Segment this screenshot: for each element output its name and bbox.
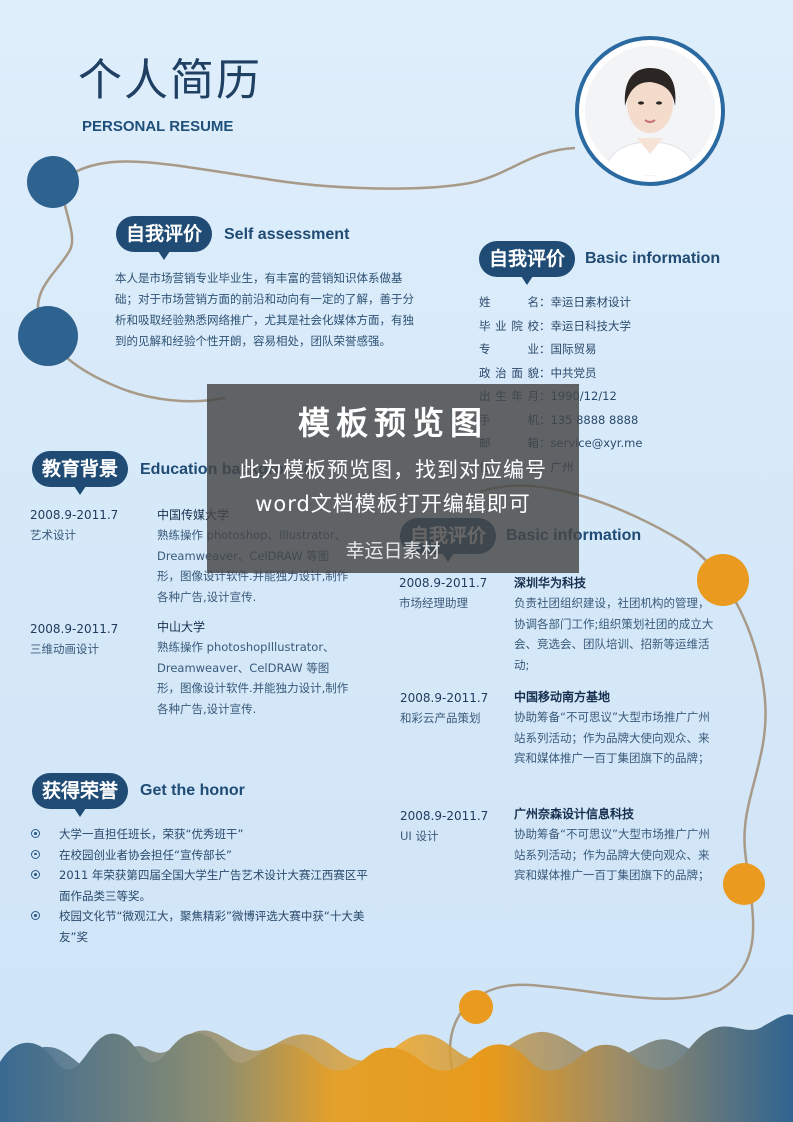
basic-info-row: 政治面貌：中共党员 <box>479 362 719 386</box>
basic-info-row: 毕业院校：幸运日科技大学 <box>479 315 719 339</box>
self-assessment-text: 本人是市场营销专业毕业生，有丰富的营销知识体系做基础；对于市场营销方面的前沿和动… <box>115 271 414 348</box>
honor-item: 大学一直担任班长，荣获“优秀班干” <box>31 824 371 845</box>
resume-title-cn: 个人简历 <box>78 55 262 106</box>
education-desc: 熟练操作 photoshopIllustrator、Dreamweaver、Ce… <box>157 640 349 716</box>
honor-item: 在校园创业者协会担任“宣传部长” <box>31 845 371 866</box>
job-date: 2008.9-2011.7 <box>400 809 489 823</box>
education-school: 中山大学 <box>157 620 206 634</box>
job-detail: 深圳华为科技 负责社团组织建设，社团机构的管理，协调各部门工作;组织策划社团的成… <box>514 573 714 675</box>
job-desc: 负责社团组织建设，社团机构的管理，协调各部门工作;组织策划社团的成立大会、竞选会… <box>514 596 714 672</box>
decorative-dot <box>697 554 749 606</box>
basic-info-label: 专业 <box>479 342 539 356</box>
education-major: 三维动画设计 <box>30 642 99 656</box>
watermark-brand: 幸运日素材 <box>345 540 441 562</box>
decorative-dot <box>459 990 493 1024</box>
job-role: 和彩云产品策划 <box>400 711 481 725</box>
job-date: 2008.9-2011.7 <box>400 691 489 705</box>
basic-info-colon: ： <box>539 365 551 380</box>
basic-info-colon: ： <box>539 342 551 356</box>
basic-info-value: 幸运日科技大学 <box>550 318 632 333</box>
basic-info-value: 幸运日素材设计 <box>550 295 632 309</box>
honor-item: 2011 年荣获第四届全国大学生广告艺术设计大赛江西赛区平面作品类三等奖。 <box>31 865 371 906</box>
self-assessment-badge: 自我评价 <box>116 216 213 260</box>
bullet-icon <box>31 911 40 920</box>
basic-info-badge: 自我评价 <box>479 241 576 285</box>
job-company: 广州奈森设计信息科技 <box>514 807 635 821</box>
job-item: 2008.9-2011.7 市场经理助理 <box>399 573 487 613</box>
job-company: 中国移动南方基地 <box>514 690 611 704</box>
education-item: 2008.9-2011.7 三维动画设计 <box>30 619 118 659</box>
job-date: 2008.9-2011.7 <box>399 576 488 590</box>
basic-info-value: 中共党员 <box>550 365 597 380</box>
education-date: 2008.9-2011.7 <box>30 622 119 636</box>
job-detail: 中国移动南方基地 协助筹备“不可思议”大型市场推广广州站系列活动；作为品牌大使向… <box>514 687 714 769</box>
honor-text: 在校园创业者协会担任“宣传部长” <box>59 847 232 862</box>
basic-info-label: 政治面貌 <box>479 365 539 380</box>
bullet-icon <box>31 849 40 859</box>
job-role: UI 设计 <box>400 829 439 843</box>
basic-info-label: 姓名 <box>479 295 539 309</box>
hills-front <box>0 1014 793 1122</box>
education-badge: 教育背景 <box>32 451 129 495</box>
honor-item: 校园文化节“微观江大，聚焦精彩”微博评选大赛中获“十大美友”奖 <box>31 906 371 947</box>
job-company: 深圳华为科技 <box>514 576 587 590</box>
profile-photo <box>585 46 715 176</box>
basic-info-value: 国际贸易 <box>550 342 597 356</box>
watermark-line-2: word文档模板打开编辑即可 <box>255 492 531 516</box>
basic-info-colon: ： <box>539 318 551 333</box>
basic-info-label: 毕业院校 <box>479 318 539 333</box>
profile-photo-frame <box>575 36 725 186</box>
basic-info-row: 姓名：幸运日素材设计 <box>479 291 719 315</box>
decorative-dot <box>27 156 79 208</box>
job-desc: 协助筹备“不可思议”大型市场推广广州站系列活动；作为品牌大使向观众、来宾和媒体推… <box>514 710 710 765</box>
job-item: 2008.9-2011.7 和彩云产品策划 <box>400 688 488 728</box>
job-item: 2008.9-2011.7 UI 设计 <box>400 806 488 846</box>
job-detail: 广州奈森设计信息科技 协助筹备“不可思议”大型市场推广广州站系列活动；作为品牌大… <box>514 804 714 886</box>
job-role: 市场经理助理 <box>399 596 468 610</box>
watermark-line-1: 此为模板预览图，找到对应编号 <box>239 458 547 482</box>
honor-text: 大学一直担任班长，荣获“优秀班干” <box>59 827 244 841</box>
honors-title: Get the honor <box>140 782 245 799</box>
honors-list: 大学一直担任班长，荣获“优秀班干” 在校园创业者协会担任“宣传部长” 2011 年荣… <box>31 824 371 947</box>
self-assessment-title: Self assessment <box>224 226 350 243</box>
watermark-title: 模板预览图 <box>297 404 488 442</box>
education-detail: 中山大学 熟练操作 photoshopIllustrator、Dreamweav… <box>157 617 352 719</box>
job-desc: 协助筹备“不可思议”大型市场推广广州站系列活动；作为品牌大使向观众、来宾和媒体推… <box>514 827 710 882</box>
education-major: 艺术设计 <box>30 528 76 542</box>
decorative-dot <box>18 306 78 366</box>
honors-badge: 获得荣誉 <box>32 773 129 817</box>
resume-title-en: PERSONAL RESUME <box>82 118 234 135</box>
education-item: 2008.9-2011.7 艺术设计 <box>30 505 118 545</box>
preview-watermark-overlay: 模板预览图 此为模板预览图，找到对应编号 word文档模板打开编辑即可 幸运日素… <box>207 384 579 573</box>
basic-info-title: Basic information <box>585 250 721 267</box>
bullet-icon <box>31 829 40 838</box>
honor-text: 校园文化节“微观江大，聚焦精彩”微博评选大赛中获“十大美友”奖 <box>59 909 365 944</box>
decorative-dot <box>723 863 765 905</box>
basic-info-colon: ： <box>539 295 551 309</box>
honor-text: 2011 年荣获第四届全国大学生广告艺术设计大赛江西赛区平面作品类三等奖。 <box>59 868 368 903</box>
portrait-icon <box>585 46 715 176</box>
bullet-icon <box>31 870 40 879</box>
education-date: 2008.9-2011.7 <box>30 508 119 522</box>
basic-info-row: 专业：国际贸易 <box>479 338 719 362</box>
